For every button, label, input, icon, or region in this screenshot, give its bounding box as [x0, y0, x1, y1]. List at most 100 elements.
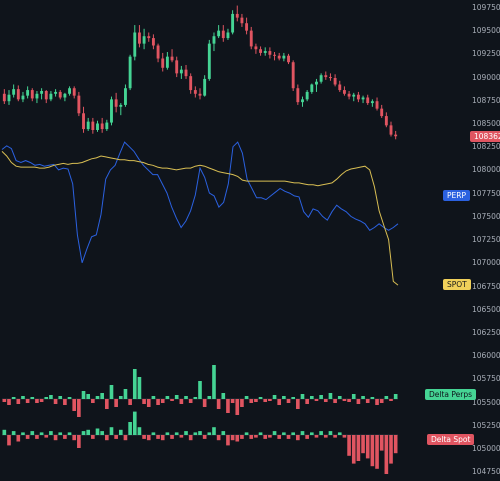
candle-body [356, 94, 360, 100]
candle-body [287, 55, 290, 63]
delta-spot-bar [361, 435, 365, 454]
candle-body [137, 32, 141, 44]
spot-line [1, 151, 399, 286]
delta-spot-bar [21, 432, 25, 435]
delta-spot-bar [379, 435, 384, 451]
delta-spot-bar [105, 435, 109, 441]
candle-body [151, 38, 155, 46]
delta-spot-bar [81, 431, 86, 435]
candlestick-series [2, 5, 398, 140]
candle-body [21, 95, 25, 100]
delta-perps-bar [212, 365, 216, 399]
delta-spot-bar [146, 435, 151, 441]
delta-spot-bar [319, 431, 323, 435]
delta-spot-bar [35, 435, 39, 439]
price-axis-tick: 107500.0 [472, 211, 500, 221]
delta-perps-bar [30, 397, 35, 399]
candle-body [100, 123, 104, 130]
delta-spot-bar [249, 435, 254, 439]
delta-perps-bar [44, 397, 49, 399]
delta-spot-bar [91, 435, 95, 439]
delta-perps-bar [240, 399, 244, 407]
delta-spot-bar [291, 432, 295, 435]
delta-perps-bar [39, 399, 44, 402]
delta-perps-bar [123, 389, 128, 399]
candle-body [384, 116, 388, 126]
delta-perps-bar [11, 397, 16, 399]
candle-body [7, 94, 11, 102]
delta-spot-bar [95, 428, 100, 435]
candle-body [212, 36, 216, 44]
candle-body [268, 51, 272, 55]
delta-perps-bar [296, 399, 300, 409]
candle-body [147, 36, 151, 39]
candle-body [44, 91, 48, 100]
delta-perps-bar [160, 399, 165, 403]
delta-perps-bar [323, 399, 328, 402]
price-axis-tick: 105250.0 [472, 420, 500, 430]
candle-body [338, 84, 342, 91]
delta-perps-bar [188, 399, 193, 403]
delta-perps-bar [375, 399, 379, 405]
delta-spot-bar [221, 431, 226, 435]
delta-spot-bar [314, 435, 319, 438]
candle-body [110, 99, 113, 123]
delta-spot-bar [389, 435, 393, 464]
delta-spot-bar [86, 429, 91, 435]
candle-body [133, 32, 137, 57]
delta-spot-bar [170, 435, 174, 439]
delta-spot-bar [240, 435, 244, 439]
delta-perps-bar [16, 399, 21, 404]
candle-body [305, 91, 309, 100]
delta-spot-bar [100, 431, 104, 435]
delta-spot-bar [11, 431, 16, 435]
delta-perps-bar [258, 397, 263, 399]
delta-perps-bar [105, 399, 109, 409]
candle-body [347, 93, 351, 97]
delta-spot-bar [351, 435, 356, 464]
delta-spot-bar [342, 435, 347, 438]
delta-histograms [2, 365, 398, 474]
candle-body [240, 17, 244, 24]
delta-spot-bar [109, 427, 114, 435]
delta-spot-bar [165, 432, 170, 435]
candle-body [366, 97, 370, 104]
candle-body [394, 134, 398, 137]
delta-perps-bar [319, 395, 323, 399]
delta-perps-bar [351, 394, 356, 399]
price-axis-tick: 109750.0 [472, 2, 500, 12]
delta-spot-bar [123, 435, 128, 441]
delta-spot-bar [58, 432, 63, 435]
candle-body [156, 45, 160, 59]
delta-perps-bar [86, 394, 91, 399]
price-axis-tick: 104750.0 [472, 467, 500, 477]
delta-perps-bar [300, 394, 305, 399]
candle-body [231, 13, 235, 33]
price-axis-tick: 108750.0 [472, 95, 500, 105]
delta-perps-bar [244, 396, 249, 399]
price-axis-tick: 108500.0 [472, 119, 500, 128]
delta-perps-bar [95, 396, 100, 399]
delta-spot-bar [212, 427, 216, 435]
delta-spot-bar [7, 435, 11, 446]
delta-spot-bar [282, 432, 286, 435]
delta-perps-bar [77, 399, 81, 417]
price-axis-tick: 105000.0 [472, 444, 500, 453]
candle-body [389, 125, 393, 135]
delta-perps-bar [53, 399, 58, 404]
candle-body [26, 90, 30, 96]
delta-spot-bar [118, 429, 123, 435]
delta-spot-bar [347, 435, 351, 456]
price-axis-tick: 105500.0 [472, 397, 500, 407]
price-axis-tick: 106500.0 [472, 304, 500, 314]
delta-spot-bar [235, 435, 240, 442]
candle-body [175, 60, 179, 74]
delta-spot-bar [268, 435, 272, 438]
delta-perps-bar [286, 399, 291, 403]
delta-spot-bar [44, 435, 49, 438]
candle-body [30, 90, 34, 99]
delta-perps-bar [91, 399, 95, 403]
delta-spot-bar [356, 435, 361, 461]
candle-body [2, 93, 6, 102]
